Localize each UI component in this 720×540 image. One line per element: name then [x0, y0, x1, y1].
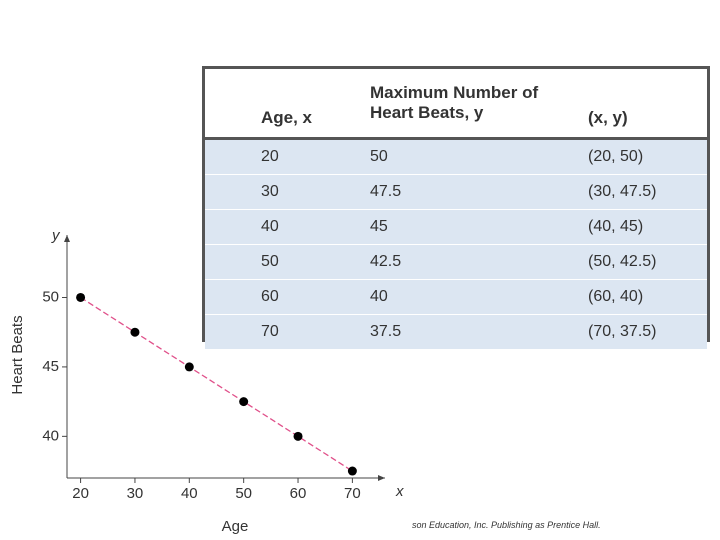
table-row: 30 47.5 (30, 47.5): [205, 175, 707, 210]
table-row: 70 37.5 (70, 37.5): [205, 315, 707, 350]
x-symbol: x: [395, 483, 404, 500]
x-tick-label: 40: [181, 485, 198, 502]
y-tick-label: 40: [42, 427, 59, 444]
table-cell: 60: [261, 288, 279, 305]
footer: son Education, Inc. Publishing as Prenti…: [412, 520, 601, 530]
x-tick-label: 50: [235, 485, 252, 502]
y-tick-label: 50: [42, 288, 59, 305]
table-cell: (20, 50): [588, 148, 644, 165]
x-tick-label: 20: [72, 485, 89, 502]
header-cell: Age, x: [261, 107, 313, 127]
table: Age, x Maximum Number of Heart Beats, y (x…: [202, 66, 710, 350]
table-cell: 37.5: [370, 323, 402, 340]
y-axis-label: Heart Beats: [9, 315, 26, 394]
point: [76, 292, 86, 302]
table-cell: 42.5: [370, 253, 402, 270]
point: [130, 327, 140, 337]
table-cell: 30: [261, 183, 279, 200]
table-cell: 20: [261, 148, 279, 165]
point: [239, 397, 249, 407]
point: [293, 431, 303, 441]
y-arrow: [64, 235, 70, 242]
x-tick-label: 60: [290, 485, 307, 502]
table-cell: 70: [261, 323, 279, 340]
table-cell: 45: [370, 218, 388, 235]
table-header: Age, x Maximum Number of Heart Beats, y (x…: [205, 69, 707, 140]
table-cell: (70, 37.5): [588, 323, 657, 340]
table-row: 20 50 (20, 50): [205, 140, 707, 175]
point: [184, 362, 194, 372]
table-cell: (50, 42.5): [588, 253, 657, 270]
point: [347, 466, 357, 476]
x-tick-label: 30: [127, 485, 144, 502]
table-cell: 50: [261, 253, 279, 270]
table-row: 50 42.5 (50, 42.5): [205, 245, 707, 280]
y-symbol: y: [51, 227, 61, 244]
header-cell: Maximum Number of Heart Beats, y: [370, 83, 539, 122]
header-cell: (x, y): [588, 107, 628, 127]
table-row: 40 45 (40, 45): [205, 210, 707, 245]
table-cell: 40: [370, 288, 388, 305]
table-cell: (30, 47.5): [588, 183, 657, 200]
x-tick-label: 70: [344, 485, 361, 502]
table-cell: (40, 45): [588, 218, 644, 235]
table-cell: 47.5: [370, 183, 402, 200]
y-tick-label: 45: [42, 358, 59, 375]
table-cell: (60, 40): [588, 288, 644, 305]
table-cell: 40: [261, 218, 279, 235]
x-axis-label: Age: [222, 518, 249, 535]
table-row: 60 40 (60, 40): [205, 280, 707, 315]
x-arrow: [378, 475, 385, 481]
table-cell: 50: [370, 148, 388, 165]
